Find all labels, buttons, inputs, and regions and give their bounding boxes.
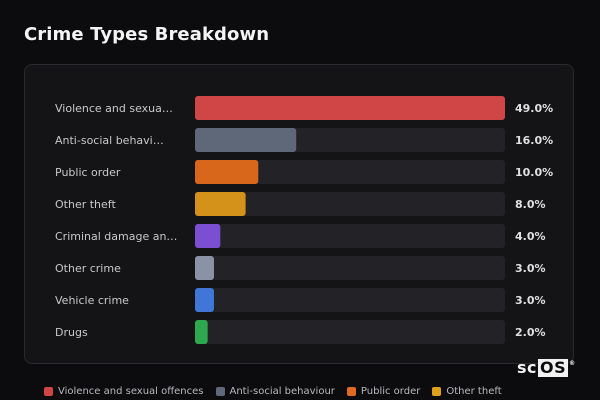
category-label: Other crime: [55, 262, 121, 275]
bar-row: Other theft 8.0%: [55, 192, 546, 216]
bar: [195, 256, 214, 280]
scos-logo: sc OS ®: [517, 357, 576, 377]
value-label: 10.0%: [515, 166, 553, 179]
bar-row: Anti-social behavi… 16.0%: [55, 128, 553, 152]
bar-track: [195, 288, 505, 312]
bar-track: [195, 256, 505, 280]
value-label: 8.0%: [515, 198, 546, 211]
bar: [195, 224, 221, 248]
chart-legend: Violence and sexual offences Anti-social …: [44, 386, 502, 397]
category-label: Public order: [55, 166, 121, 179]
bar: [195, 192, 246, 216]
category-label: Vehicle crime: [55, 294, 129, 307]
bar-row: Drugs 2.0%: [55, 320, 546, 344]
category-label: Drugs: [55, 326, 88, 339]
legend-item[interactable]: Public order: [346, 386, 421, 397]
bar: [195, 128, 297, 152]
legend-label: Anti-social behaviour: [229, 386, 335, 397]
bar-row: Other crime 3.0%: [55, 256, 546, 280]
chart-panel: Violence and sexua… 49.0% Anti-social beha…: [24, 64, 574, 364]
legend-swatch: [432, 387, 442, 396]
category-label: Other theft: [55, 198, 116, 211]
category-label: Criminal damage an…: [55, 230, 177, 243]
legend-label: Other theft: [446, 386, 502, 397]
bar-chart: Violence and sexua… 49.0% Anti-social beha…: [55, 96, 553, 344]
bar-row: Vehicle crime 3.0%: [55, 288, 546, 312]
chart-title: Crime Types Breakdown: [24, 24, 270, 45]
bar: [195, 96, 505, 120]
legend-swatch: [215, 387, 225, 396]
legend-item[interactable]: Anti-social behaviour: [215, 386, 335, 397]
bar: [195, 288, 214, 312]
bar-track: [195, 160, 505, 184]
legend-swatch: [346, 387, 356, 396]
value-label: 49.0%: [515, 102, 553, 115]
bar-track: [195, 320, 505, 344]
bar: [195, 320, 208, 344]
bar-track: [195, 224, 505, 248]
value-label: 3.0%: [515, 262, 546, 275]
legend-item[interactable]: Violence and sexual offences: [44, 386, 204, 397]
category-label: Violence and sexua…: [55, 102, 173, 115]
bar-row: Criminal damage an… 4.0%: [55, 224, 546, 248]
legend-item[interactable]: Other theft: [432, 386, 502, 397]
bar-row: Violence and sexua… 49.0%: [55, 96, 553, 120]
category-label: Anti-social behavi…: [55, 134, 164, 147]
value-label: 2.0%: [515, 326, 546, 339]
bar: [195, 160, 259, 184]
legend-swatch: [44, 387, 53, 396]
bar-row: Public order 10.0%: [55, 160, 553, 184]
legend-label: Public order: [360, 386, 421, 397]
bar-track: [195, 192, 505, 216]
legend-label: Violence and sexual offences: [58, 386, 204, 397]
value-label: 16.0%: [515, 134, 553, 147]
value-label: 3.0%: [515, 294, 546, 307]
value-label: 4.0%: [515, 230, 546, 243]
